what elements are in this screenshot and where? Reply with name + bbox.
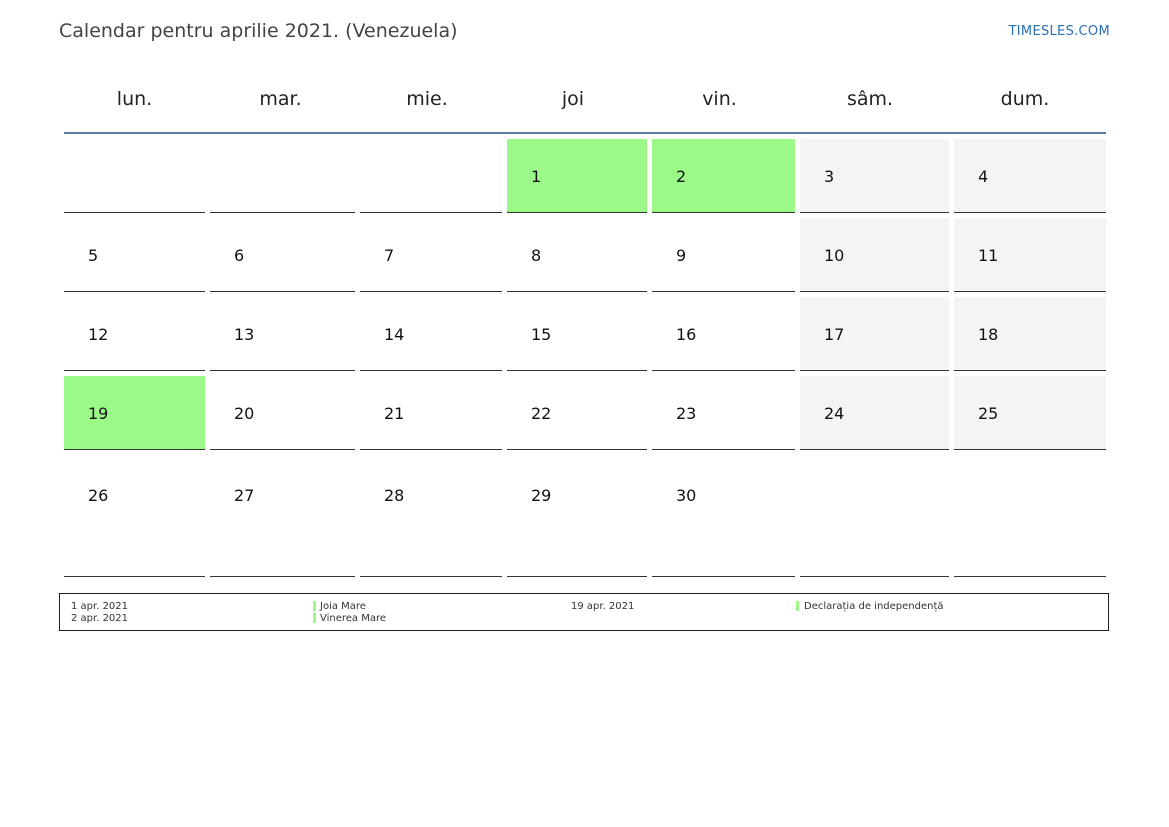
day-cell[interactable]: 9 [652,218,795,292]
day-cell[interactable]: 26 [64,455,205,577]
weekday-label: joi [561,88,585,110]
legend-holiday-name: Declarația de independență [804,601,944,612]
weekday-header: lun. mar. mie. joi vin. sâm. dum. [64,80,1106,134]
day-cell[interactable]: 13 [210,297,355,371]
day-cell[interactable]: 30 [652,455,795,577]
day-cell[interactable]: 16 [652,297,795,371]
empty-day-cell [954,455,1106,577]
legend-date: 2 apr. 2021 [71,613,129,624]
day-cell[interactable]: 12 [64,297,205,371]
day-cell[interactable]: 1 [507,139,647,213]
day-cell[interactable]: 20 [210,376,355,450]
week-row: 5 6 7 8 9 10 11 [64,218,1106,292]
day-cell[interactable]: 6 [210,218,355,292]
site-link[interactable]: TIMESLES.COM [1008,24,1110,39]
empty-day-cell [64,139,205,213]
weekday-label: dum. [1000,88,1050,110]
day-cell[interactable]: 23 [652,376,795,450]
legend-color-marker [313,613,316,623]
weekday-label: lun. [116,88,153,110]
week-row: 19 20 21 22 23 24 25 [64,376,1106,450]
week-row: 26 27 28 29 30 [64,455,1106,577]
day-cell[interactable]: 25 [954,376,1106,450]
weekday-label: mie. [406,88,448,110]
day-cell[interactable]: 29 [507,455,647,577]
day-cell[interactable]: 2 [652,139,795,213]
empty-day-cell [800,455,949,577]
day-cell[interactable]: 19 [64,376,205,450]
day-cell[interactable]: 14 [360,297,502,371]
day-cell[interactable]: 3 [800,139,949,213]
holiday-legend: 1 apr. 2021 Joia Mare 2 apr. 2021 Vinere… [59,593,1109,631]
weekday-label: vin. [702,88,737,110]
day-cell[interactable]: 7 [360,218,502,292]
day-cell[interactable]: 21 [360,376,502,450]
day-cell[interactable]: 28 [360,455,502,577]
day-cell[interactable]: 4 [954,139,1106,213]
weekday-label: mar. [259,88,302,110]
day-cell[interactable]: 22 [507,376,647,450]
empty-day-cell [360,139,502,213]
legend-date: 19 apr. 2021 [571,601,635,612]
legend-color-marker [313,601,316,611]
day-cell[interactable]: 8 [507,218,647,292]
day-cell[interactable]: 5 [64,218,205,292]
legend-holiday-name: Joia Mare [320,601,366,612]
page-title: Calendar pentru aprilie 2021. (Venezuela… [59,20,458,42]
weekday-label: sâm. [846,88,894,110]
day-cell[interactable]: 17 [800,297,949,371]
day-cell[interactable]: 27 [210,455,355,577]
day-cell[interactable]: 11 [954,218,1106,292]
day-cell[interactable]: 15 [507,297,647,371]
legend-holiday-name: Vinerea Mare [320,613,387,624]
week-row: 12 13 14 15 16 17 18 [64,297,1106,371]
legend-date: 1 apr. 2021 [71,601,129,612]
legend-color-marker [796,601,799,611]
day-cell[interactable]: 18 [954,297,1106,371]
day-cell[interactable]: 24 [800,376,949,450]
day-cell[interactable]: 10 [800,218,949,292]
empty-day-cell [210,139,355,213]
